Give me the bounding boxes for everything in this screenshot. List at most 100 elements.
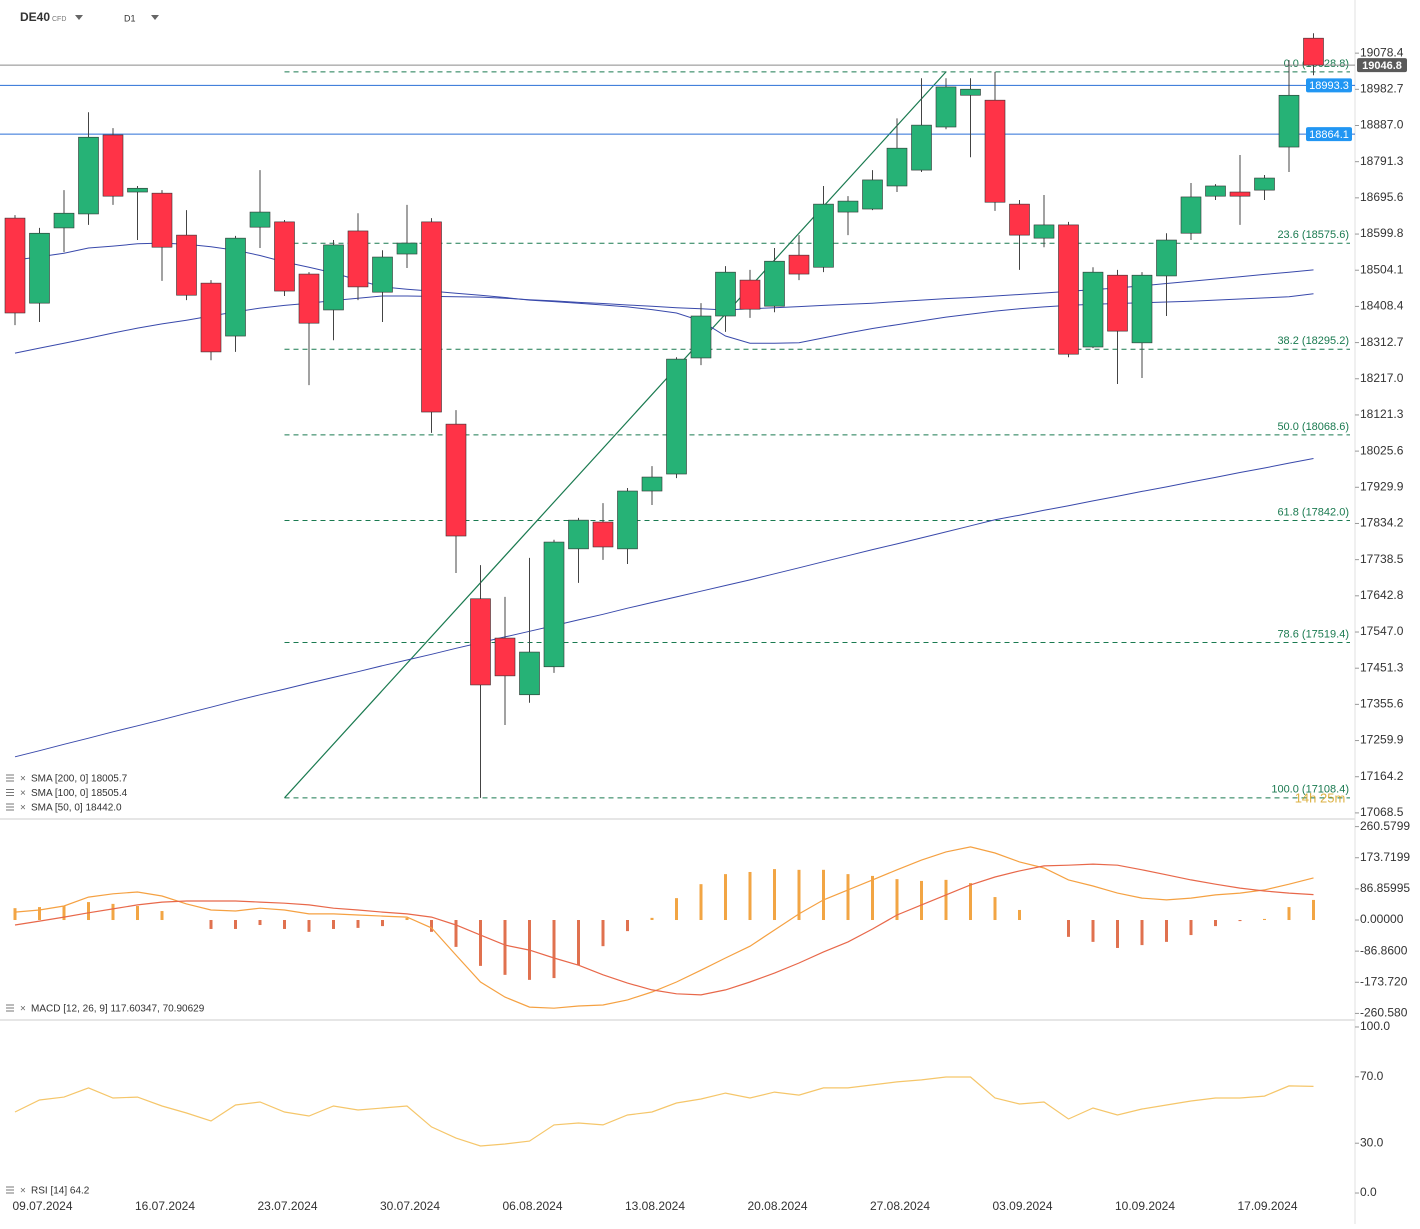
candle-body (1131, 274, 1153, 344)
histogram-bar (307, 920, 311, 932)
candle-body (1303, 37, 1324, 66)
histogram-bar (1140, 920, 1144, 946)
y-tick-label: 260.5799 (1360, 819, 1410, 833)
legend-entry: SMA [100, 0] 18505.4 (31, 788, 128, 799)
histogram-bar (773, 869, 776, 921)
candle-body (4, 217, 26, 314)
histogram-bar (332, 920, 335, 929)
y-tick-label: 18408.4 (1360, 299, 1404, 313)
candle-body (323, 244, 344, 311)
histogram-bar (626, 920, 629, 932)
histogram-bar (1165, 920, 1168, 942)
candle-body (666, 358, 687, 475)
legend-entry: RSI [14] 64.2 (31, 1186, 90, 1197)
candle-body (690, 315, 712, 359)
y-tick-label: 17642.8 (1360, 588, 1404, 602)
candle-body (641, 476, 663, 492)
candle-body (739, 279, 761, 310)
candle-body (1278, 94, 1300, 148)
legend-close: × (20, 803, 26, 814)
histogram-bar (111, 903, 115, 921)
candle-body (1254, 177, 1275, 191)
y-tick-label: 18791.3 (1360, 154, 1404, 168)
candle-body (1009, 203, 1030, 236)
candle-body (788, 254, 810, 275)
y-tick-label: 173.7199 (1360, 850, 1410, 864)
histogram-bar (356, 920, 360, 928)
y-tick-label: -260.580 (1360, 1006, 1408, 1020)
histogram-bar (62, 906, 66, 921)
y-tick-label: 86.85995 (1360, 881, 1410, 895)
price-tag (1357, 58, 1407, 73)
fib-label: 38.2 (18295.2) (1277, 335, 1349, 347)
candle-body (1033, 224, 1055, 239)
histogram-bar (38, 907, 41, 921)
histogram-bar (969, 883, 972, 921)
legend-close: × (20, 774, 26, 785)
candle-body (886, 147, 908, 187)
price-tag (1306, 78, 1352, 93)
dropdown[interactable] (75, 15, 83, 20)
histogram-bar (675, 898, 678, 921)
histogram-bar (577, 920, 580, 966)
histogram-bar (895, 879, 899, 921)
histogram-bar (87, 902, 90, 921)
y-tick-label: 18121.3 (1360, 407, 1404, 421)
candle-body (592, 521, 614, 548)
timeframe[interactable]: D1 (124, 13, 136, 23)
candle-body (1107, 274, 1128, 332)
trend-line (284, 71, 947, 799)
histogram-bar (1116, 920, 1119, 948)
histogram-bar (503, 920, 507, 975)
symbol[interactable]: DE40 (20, 10, 50, 24)
y-tick-label: 0.00000 (1360, 912, 1404, 926)
candle-body (127, 187, 148, 193)
x-tick-label: 16.07.2024 (135, 1199, 195, 1213)
histogram-bar (1018, 909, 1021, 921)
candle-body (421, 221, 442, 413)
fib-label: 100.0 (17108.4) (1271, 784, 1349, 796)
legend-close: × (20, 1186, 26, 1197)
y-tick-label: -86.8600 (1360, 943, 1408, 957)
x-tick-label: 23.07.2024 (257, 1199, 317, 1213)
histogram-bar (1263, 918, 1266, 921)
candle-body (1205, 185, 1226, 197)
legend-icon (6, 774, 14, 782)
dropdown[interactable] (151, 15, 159, 20)
legend-icon (6, 789, 14, 796)
candle-body (78, 136, 99, 215)
histogram-bar (1312, 899, 1315, 921)
y-tick-label: 0.0 (1360, 1185, 1377, 1199)
price-tag-label: 19046.8 (1362, 60, 1402, 72)
candle-body (715, 271, 736, 317)
legend-entry: MACD [12, 26, 9] 117.60347, 70.90629 (31, 1004, 205, 1015)
histogram-bar (1214, 920, 1217, 927)
y-tick-label: 70.0 (1360, 1069, 1384, 1083)
candle-body (176, 234, 197, 296)
histogram-bar (430, 920, 433, 932)
candle-body (396, 242, 418, 255)
histogram-bar (136, 906, 139, 921)
x-tick-label: 09.07.2024 (12, 1199, 72, 1213)
candle-body (837, 200, 859, 213)
y-tick-label: 18599.8 (1360, 226, 1404, 240)
candle-body (568, 519, 589, 550)
y-tick-label: 18312.7 (1360, 335, 1404, 349)
histogram-bar (846, 874, 850, 921)
candle-body (470, 598, 491, 686)
legend-close: × (20, 788, 26, 799)
candle-body (445, 423, 467, 537)
legend-icon (6, 1004, 14, 1012)
y-tick-label: 17355.6 (1360, 697, 1404, 711)
histogram-bar (381, 920, 384, 927)
y-tick-label: 17738.5 (1360, 552, 1404, 566)
candle-body (249, 211, 271, 228)
histogram-bar (13, 908, 17, 921)
price-tag-label: 18864.1 (1309, 129, 1349, 141)
histogram-bar (1238, 920, 1242, 922)
histogram-bar (699, 884, 703, 921)
histogram-bar (871, 875, 874, 921)
y-tick-label: 17451.3 (1360, 660, 1404, 674)
